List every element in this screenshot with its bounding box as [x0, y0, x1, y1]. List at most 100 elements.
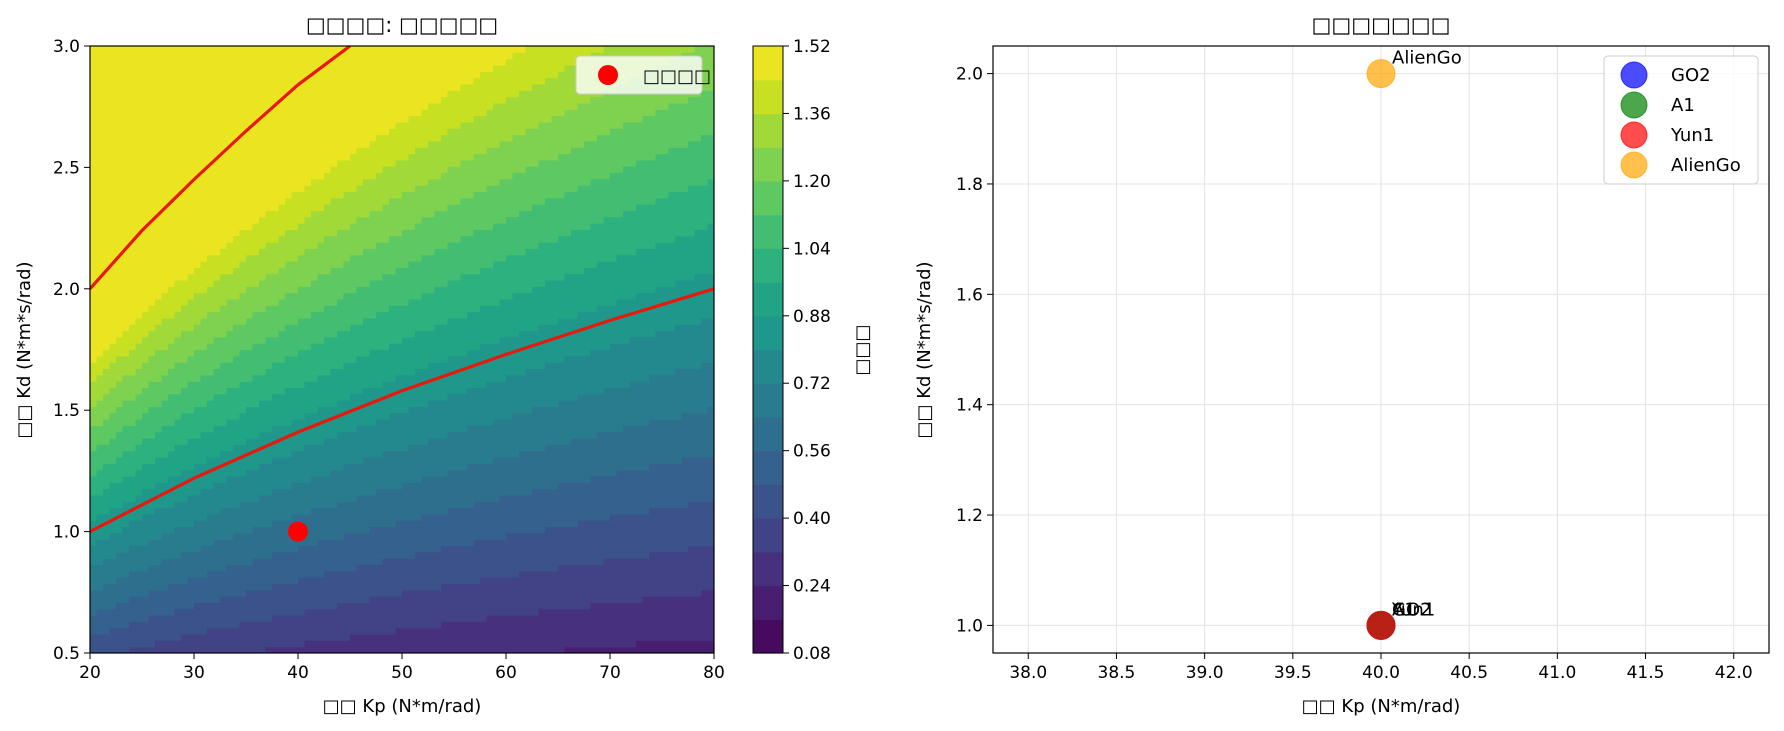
contour-cell: [213, 355, 221, 363]
contour-cell: [382, 583, 390, 591]
contour-cell: [337, 381, 345, 389]
contour-cell: [181, 463, 189, 471]
contour-cell: [285, 115, 293, 123]
contour-cell: [402, 235, 410, 243]
contour-cell: [187, 438, 195, 445]
contour-cell: [181, 425, 189, 433]
contour-cell: [239, 254, 247, 262]
contour-cell: [213, 634, 221, 641]
contour-cell: [343, 273, 351, 281]
contour-cell: [285, 520, 293, 528]
contour-cell: [304, 330, 312, 338]
contour-cell: [376, 52, 384, 60]
contour-cell: [382, 286, 390, 294]
contour-cell: [155, 46, 163, 53]
contour-cell: [265, 109, 273, 117]
contour-cell: [330, 532, 338, 540]
contour-cell: [135, 381, 143, 389]
contour-cell: [317, 343, 325, 351]
contour-cell: [207, 406, 215, 414]
contour-cell: [343, 570, 351, 578]
contour-cell: [330, 558, 338, 566]
contour-cell: [343, 406, 351, 414]
contour-cell: [135, 374, 143, 382]
contour-cell: [356, 83, 364, 91]
contour-cell: [181, 545, 189, 553]
contour-cell: [103, 128, 111, 136]
contour-cell: [402, 210, 410, 218]
contour-cell: [129, 526, 137, 534]
contour-cell: [311, 292, 319, 300]
contour-cell: [376, 311, 384, 319]
contour-cell: [252, 311, 260, 319]
contour-cell: [168, 147, 176, 155]
contour-cell: [233, 305, 241, 313]
contour-cell: [174, 64, 182, 72]
contour-cell: [161, 166, 169, 174]
contour-cell: [408, 134, 416, 142]
contour-cell: [311, 260, 319, 268]
contour-cell: [181, 450, 189, 458]
contour-cell: [343, 147, 351, 155]
contour-cell: [174, 456, 182, 464]
contour-cell: [285, 387, 293, 395]
contour-cell: [298, 317, 306, 325]
contour-cell: [135, 431, 143, 439]
contour-cell: [285, 267, 293, 275]
contour-cell: [278, 393, 286, 401]
contour-cell: [265, 627, 273, 635]
contour-cell: [291, 431, 299, 439]
contour-cell: [96, 362, 104, 370]
contour-cell: [298, 83, 306, 91]
contour-cell: [187, 545, 195, 553]
contour-cell: [90, 532, 98, 540]
contour-cell: [317, 450, 325, 458]
contour-cell: [103, 450, 111, 458]
contour-cell: [272, 349, 280, 357]
contour-cell: [343, 444, 351, 452]
contour-cell: [129, 185, 137, 193]
contour-cell: [174, 166, 182, 174]
contour-cell: [181, 393, 189, 401]
contour-cell: [135, 570, 143, 578]
contour-cell: [330, 570, 338, 578]
contour-cell: [389, 191, 397, 199]
contour-cell: [213, 507, 221, 515]
contour-cell: [122, 558, 130, 566]
contour-cell: [148, 121, 156, 129]
contour-cell: [96, 267, 104, 275]
contour-cell: [330, 406, 338, 414]
contour-cell: [246, 260, 254, 268]
contour-cell: [226, 210, 234, 218]
contour-cell: [135, 343, 143, 351]
contour-cell: [233, 178, 241, 186]
contour-cell: [96, 615, 104, 622]
contour-cell: [298, 501, 306, 509]
contour-cell: [311, 545, 319, 553]
contour-cell: [343, 564, 351, 572]
contour-cell: [363, 545, 371, 553]
contour-cell: [311, 210, 319, 218]
contour-cell: [194, 286, 202, 294]
contour-cell: [343, 311, 351, 319]
contour-cell: [148, 317, 156, 325]
contour-cell: [142, 343, 150, 351]
contour-cell: [168, 545, 176, 553]
contour-cell: [246, 77, 254, 85]
contour-cell: [142, 444, 150, 452]
contour-cell: [96, 191, 104, 199]
contour-cell: [116, 134, 124, 142]
contour-cell: [298, 102, 306, 110]
contour-cell: [96, 223, 104, 230]
contour-cell: [213, 558, 221, 566]
contour-cell: [129, 381, 137, 389]
contour-cell: [220, 387, 228, 395]
contour-cell: [285, 532, 293, 540]
contour-cell: [350, 646, 358, 653]
contour-cell: [376, 450, 384, 458]
contour-cell: [343, 71, 351, 79]
contour-cell: [324, 248, 332, 256]
contour-cell: [181, 172, 189, 180]
contour-cell: [207, 336, 215, 344]
contour-cell: [109, 640, 117, 648]
